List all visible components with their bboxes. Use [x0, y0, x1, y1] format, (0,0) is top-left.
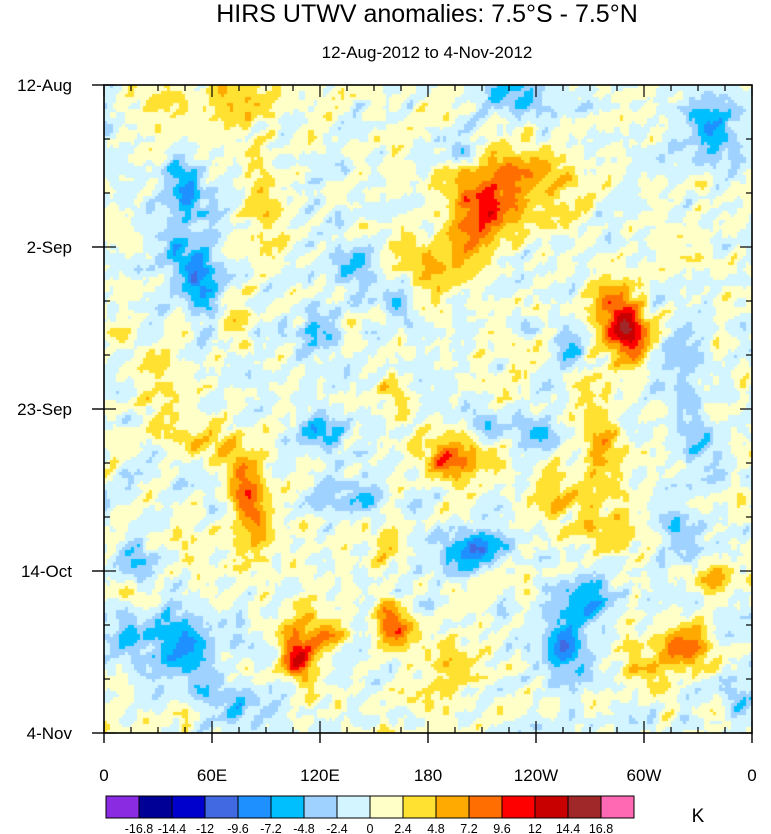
- colorbar: -16.8 -14.4 -12 -9.6 -7.2 -4.8 -2.4 0 2.4 4.8 7.2 9…: [105, 795, 635, 834]
- y-tick-label: 2-Sep: [27, 238, 72, 257]
- colorbar-label: 16.8: [589, 822, 613, 834]
- colorbar-label: -9.6: [227, 822, 249, 834]
- colorbar-box: [534, 795, 569, 819]
- colorbar-label: 12: [528, 822, 542, 834]
- x-tick-label: 0: [99, 766, 108, 785]
- chart-title: HIRS UTWV anomalies: 7.5°S - 7.5°N: [216, 0, 638, 28]
- anomaly-field: [104, 85, 752, 733]
- x-tick-label: 60E: [197, 766, 227, 785]
- colorbar-box: [468, 795, 503, 819]
- colorbar-label: -4.8: [293, 822, 315, 834]
- colorbar-label: 14.4: [556, 822, 580, 834]
- colorbar-label: -12: [196, 822, 214, 834]
- colorbar-box: [600, 795, 635, 819]
- colorbar-box: [435, 795, 470, 819]
- plot-area: [104, 85, 752, 733]
- x-axis: 0 60E 120E 180 120W 60W 0: [99, 85, 757, 785]
- colorbar-box: [237, 795, 272, 819]
- colorbar-box: [567, 795, 602, 819]
- colorbar-units: K: [692, 806, 705, 827]
- chart-subtitle: 12-Aug-2012 to 4-Nov-2012: [322, 43, 533, 62]
- colorbar-box: [270, 795, 305, 819]
- colorbar-label: -7.2: [260, 822, 282, 834]
- colorbar-box: [501, 795, 536, 819]
- colorbar-box: [105, 795, 140, 819]
- colorbar-label: -16.8: [125, 822, 154, 834]
- x-tick-label: 0: [747, 766, 756, 785]
- colorbar-box: [402, 795, 437, 819]
- colorbar-label: 2.4: [394, 822, 411, 834]
- colorbar-box: [336, 795, 371, 819]
- colorbar-label: 7.2: [460, 822, 477, 834]
- colorbar-label: 0: [367, 822, 374, 834]
- colorbar-box: [204, 795, 239, 819]
- x-tick-label: 60W: [627, 766, 662, 785]
- colorbar-label: -14.4: [158, 822, 187, 834]
- colorbar-label: -2.4: [326, 822, 348, 834]
- colorbar-label: 9.6: [493, 822, 510, 834]
- colorbar-box: [303, 795, 338, 819]
- colorbar-box: [369, 795, 404, 819]
- y-tick-label: 4-Nov: [27, 724, 73, 743]
- colorbar-label: 4.8: [427, 822, 444, 834]
- colorbar-box: [138, 795, 173, 819]
- colorbar-box: [171, 795, 206, 819]
- y-axis: 12-Aug 2-Sep 23-Sep 14-Oct 4-Nov: [17, 76, 752, 743]
- x-tick-label: 120E: [300, 766, 340, 785]
- x-tick-label: 120W: [514, 766, 558, 785]
- y-tick-label: 12-Aug: [17, 76, 72, 95]
- y-tick-label: 23-Sep: [17, 400, 72, 419]
- y-tick-label: 14-Oct: [21, 562, 72, 581]
- x-tick-label: 180: [414, 766, 442, 785]
